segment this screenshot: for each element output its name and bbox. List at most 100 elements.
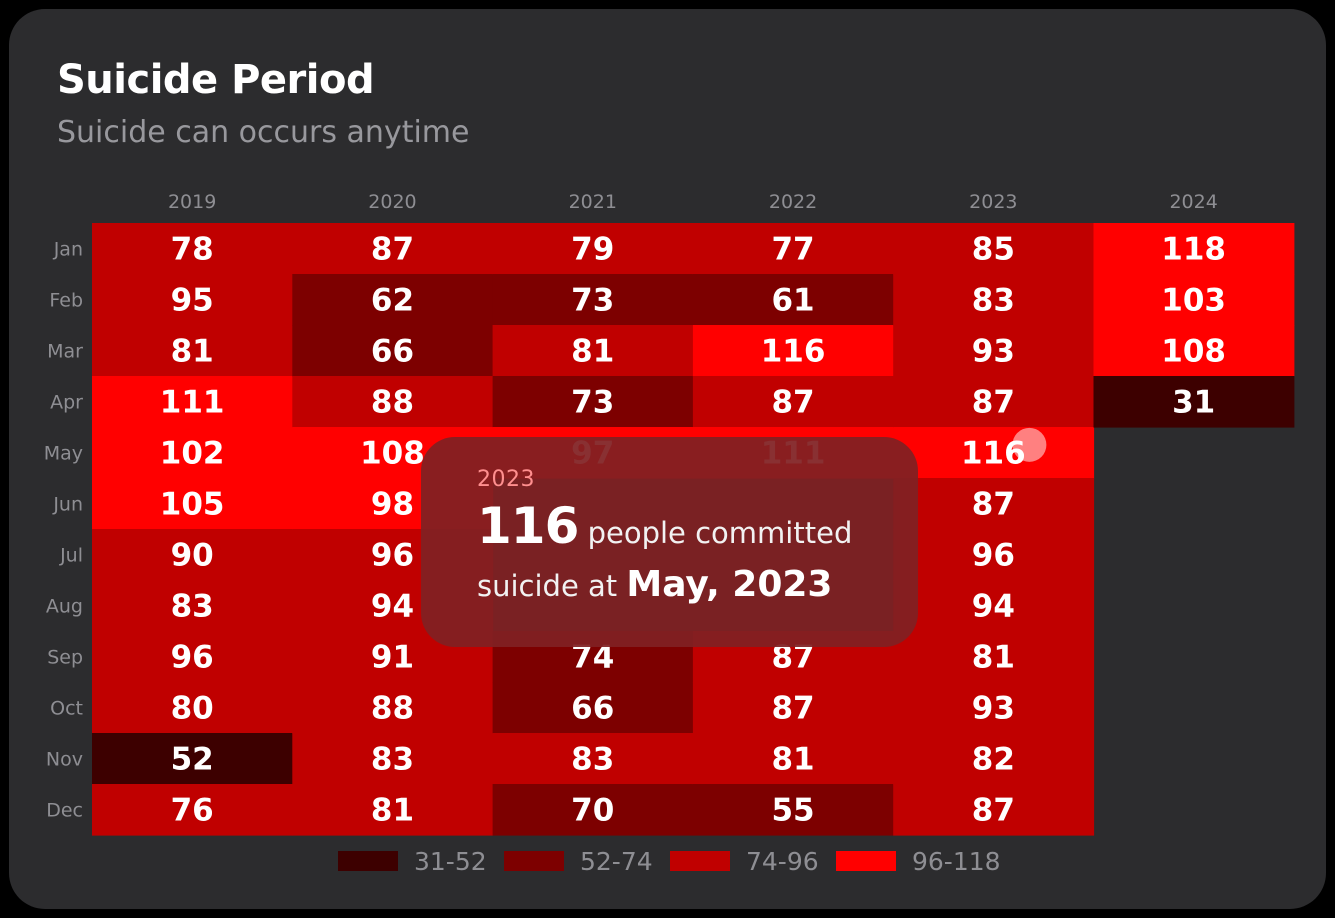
cell-label: 87 bbox=[972, 793, 1015, 829]
heatmap-cell bbox=[893, 478, 1095, 530]
cell-label: 108 bbox=[360, 436, 425, 472]
heatmap-cell bbox=[92, 427, 293, 479]
chart-subtitle: Suicide can occurs anytime bbox=[57, 115, 470, 150]
cell-label: 76 bbox=[171, 793, 214, 829]
heatmap-cell bbox=[692, 223, 894, 275]
heatmap-cell bbox=[92, 580, 293, 632]
column-label: 2022 bbox=[769, 191, 817, 213]
heatmap-cell bbox=[292, 274, 494, 326]
cell-label: 73 bbox=[571, 385, 614, 421]
heatmap-cell bbox=[492, 682, 694, 734]
legend-swatch bbox=[670, 851, 730, 871]
heatmap-cell bbox=[92, 376, 293, 428]
tooltip-date: May, 2023 bbox=[626, 564, 833, 605]
row-label: Aug bbox=[46, 596, 83, 618]
heatmap-cell bbox=[1093, 325, 1295, 377]
row-label: Jun bbox=[52, 494, 83, 516]
cell-label: 81 bbox=[972, 640, 1015, 676]
heatmap-cell bbox=[92, 631, 293, 683]
cell-label: 79 bbox=[571, 232, 614, 268]
cell-label: 87 bbox=[771, 691, 814, 727]
heatmap-cell bbox=[92, 325, 293, 377]
heatmap-cell bbox=[92, 733, 293, 785]
row-label: Jul bbox=[59, 545, 83, 567]
cell-label: 94 bbox=[371, 589, 414, 625]
heatmap-cell bbox=[893, 631, 1095, 683]
cell-label: 83 bbox=[972, 283, 1015, 319]
column-label: 2024 bbox=[1169, 191, 1217, 213]
heatmap-cell bbox=[893, 733, 1095, 785]
row-label: Mar bbox=[47, 341, 83, 363]
cell-label: 73 bbox=[571, 283, 614, 319]
cell-label: 83 bbox=[371, 742, 414, 778]
column-label: 2019 bbox=[168, 191, 216, 213]
heatmap-cell bbox=[893, 274, 1095, 326]
heatmap-cell bbox=[1093, 274, 1295, 326]
heatmap-cell bbox=[893, 427, 1095, 479]
cell-label: 93 bbox=[972, 691, 1015, 727]
cell-label: 88 bbox=[371, 691, 414, 727]
cell-label: 88 bbox=[371, 385, 414, 421]
cell-label: 111 bbox=[160, 385, 225, 421]
cell-label: 62 bbox=[371, 283, 414, 319]
heatmap-cell bbox=[692, 682, 894, 734]
cell-label: 61 bbox=[771, 283, 814, 319]
cell-label: 103 bbox=[1161, 283, 1226, 319]
highlight-marker bbox=[1012, 427, 1047, 462]
heatmap-cell bbox=[92, 274, 293, 326]
cell-label: 116 bbox=[761, 334, 826, 370]
cell-label: 94 bbox=[972, 589, 1015, 625]
heatmap-cell bbox=[92, 223, 293, 275]
row-label: Apr bbox=[50, 392, 83, 414]
row-label: Feb bbox=[49, 290, 83, 312]
column-label: 2023 bbox=[969, 191, 1017, 213]
legend-swatch bbox=[836, 851, 896, 871]
legend-swatch bbox=[338, 851, 398, 871]
cell-label: 105 bbox=[160, 487, 225, 523]
cell-label: 81 bbox=[771, 742, 814, 778]
cell-label: 70 bbox=[571, 793, 614, 829]
heatmap-cell bbox=[292, 376, 494, 428]
row-label: Jan bbox=[53, 239, 83, 261]
cell-label: 82 bbox=[972, 742, 1015, 778]
heatmap-cell bbox=[92, 529, 293, 581]
cell-label: 96 bbox=[371, 538, 414, 574]
row-label: Nov bbox=[46, 749, 83, 771]
cell-label: 87 bbox=[972, 385, 1015, 421]
heatmap-cell bbox=[1093, 376, 1295, 428]
legend-label: 74-96 bbox=[746, 847, 819, 876]
cell-label: 93 bbox=[972, 334, 1015, 370]
cell-label: 96 bbox=[972, 538, 1015, 574]
cell-label: 66 bbox=[371, 334, 414, 370]
cell-label: 91 bbox=[371, 640, 414, 676]
heatmap-cell bbox=[893, 682, 1095, 734]
heatmap-cell bbox=[292, 682, 494, 734]
cell-label: 55 bbox=[771, 793, 814, 829]
cell-label: 87 bbox=[771, 385, 814, 421]
heatmap-cell bbox=[92, 682, 293, 734]
heatmap-cell bbox=[692, 376, 894, 428]
cell-label: 81 bbox=[171, 334, 214, 370]
legend-label: 31-52 bbox=[414, 847, 487, 876]
heatmap-cell bbox=[893, 580, 1095, 632]
cell-label: 78 bbox=[171, 232, 214, 268]
row-label: Dec bbox=[46, 800, 83, 822]
heatmap-cell bbox=[492, 274, 694, 326]
column-label: 2020 bbox=[368, 191, 416, 213]
heatmap-cell bbox=[492, 733, 694, 785]
tooltip-value: 116 bbox=[477, 497, 579, 555]
heatmap-cell bbox=[92, 784, 293, 836]
cell-label: 77 bbox=[771, 232, 814, 268]
heatmap-cell bbox=[292, 733, 494, 785]
heatmap-cell bbox=[492, 223, 694, 275]
legend-label: 96-118 bbox=[912, 847, 1001, 876]
cell-label: 108 bbox=[1161, 334, 1226, 370]
heatmap-cell bbox=[292, 784, 494, 836]
heatmap-cell bbox=[893, 784, 1095, 836]
cell-label: 83 bbox=[571, 742, 614, 778]
heatmap-cell bbox=[292, 325, 494, 377]
cell-label: 66 bbox=[571, 691, 614, 727]
row-label: Sep bbox=[47, 647, 83, 669]
cell-label: 81 bbox=[371, 793, 414, 829]
cell-label: 80 bbox=[171, 691, 214, 727]
